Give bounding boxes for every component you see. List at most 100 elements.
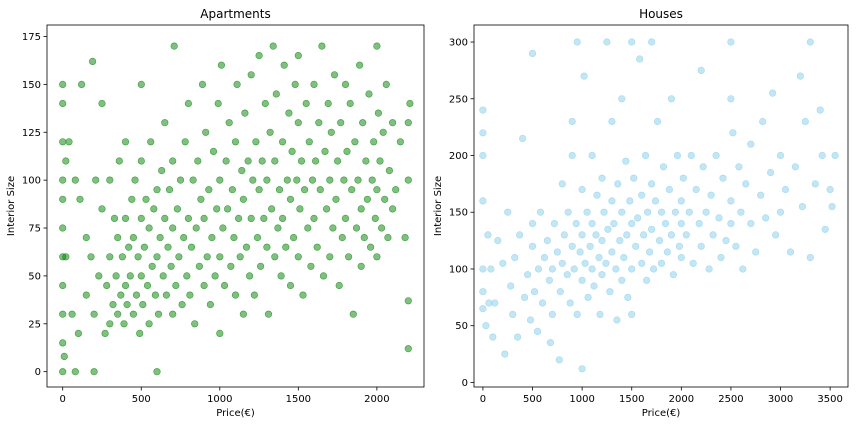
- houses-point: [806, 38, 814, 46]
- houses-ytick-label: 150: [449, 208, 468, 219]
- houses-point: [546, 339, 555, 347]
- apartments-point: [59, 281, 67, 290]
- apartments-point: [250, 291, 258, 299]
- apartments-xtick-label: 1000: [207, 394, 232, 405]
- houses-point: [555, 356, 563, 364]
- apartments-point: [76, 195, 84, 203]
- apartments-point: [118, 253, 126, 261]
- apartments-point: [304, 224, 312, 232]
- apartments-point: [288, 147, 296, 155]
- apartments-point: [59, 195, 67, 203]
- houses-point: [759, 117, 767, 126]
- apartments-point: [351, 138, 359, 146]
- apartments-point: [106, 253, 114, 261]
- houses-point: [618, 95, 626, 103]
- apartments-point: [189, 176, 197, 184]
- houses-point: [828, 203, 836, 211]
- apartments-point: [59, 176, 67, 184]
- apartments-point: [59, 368, 67, 376]
- apartments-point: [315, 119, 323, 127]
- apartments-point: [367, 243, 375, 251]
- apartments-point: [308, 176, 317, 184]
- apartments-point: [277, 272, 285, 280]
- houses-point: [632, 242, 640, 250]
- apartments-point: [59, 224, 67, 232]
- apartments-ytick-label: 75: [28, 224, 41, 235]
- houses-point: [583, 208, 591, 216]
- houses-point: [606, 288, 614, 296]
- apartments-point: [305, 138, 313, 146]
- apartments-point: [293, 176, 301, 184]
- houses-point: [604, 225, 612, 233]
- houses-point: [806, 254, 814, 262]
- apartments-point: [197, 195, 205, 203]
- houses-point: [667, 231, 676, 239]
- houses-point: [513, 333, 522, 341]
- apartments-point: [90, 310, 98, 318]
- apartments-point: [275, 186, 284, 194]
- apartments-point: [126, 272, 134, 280]
- apartments-point: [373, 253, 381, 261]
- apartments-point: [117, 291, 125, 299]
- houses-point: [608, 248, 616, 256]
- houses-point: [573, 310, 581, 319]
- apartments-point: [121, 138, 130, 146]
- apartments-point: [286, 195, 295, 203]
- apartments-point: [326, 253, 334, 261]
- houses-point: [636, 55, 644, 63]
- apartments-point: [211, 272, 219, 280]
- apartments-point: [165, 186, 174, 194]
- apartments-point: [271, 253, 279, 261]
- apartments-point: [181, 138, 189, 146]
- apartments-point: [156, 234, 164, 242]
- houses-point: [626, 197, 634, 205]
- apartments-point: [310, 214, 318, 222]
- houses-point: [588, 220, 596, 228]
- apartments-point: [132, 291, 141, 299]
- apartments-point: [401, 234, 409, 242]
- houses-point: [622, 157, 630, 165]
- apartments-point: [312, 157, 320, 165]
- houses-point: [614, 180, 622, 188]
- houses-point: [679, 174, 687, 182]
- apartments-point: [137, 214, 145, 222]
- houses-point: [757, 191, 765, 199]
- apartments-point: [74, 329, 82, 338]
- houses-point: [628, 310, 636, 319]
- houses-ylabel: Interior Size: [433, 176, 444, 236]
- houses-point: [702, 208, 710, 216]
- apartments-point: [341, 80, 350, 88]
- apartments-point: [371, 214, 379, 222]
- apartments-point: [114, 310, 122, 318]
- houses-point: [608, 197, 616, 205]
- houses-point: [653, 117, 662, 126]
- houses-point: [727, 220, 735, 228]
- apartments-point: [134, 253, 142, 261]
- houses-point: [634, 214, 642, 222]
- houses-point: [511, 254, 519, 262]
- apartments-point: [112, 272, 120, 280]
- apartments-point: [231, 291, 240, 299]
- houses-point: [613, 316, 621, 324]
- houses-point: [580, 72, 588, 80]
- houses-point: [581, 259, 589, 267]
- houses-point: [618, 208, 626, 216]
- houses-point: [534, 265, 543, 273]
- apartments-point: [194, 157, 202, 165]
- apartments-point: [59, 138, 67, 146]
- apartments-point: [209, 147, 218, 155]
- apartments-point: [368, 176, 376, 184]
- apartments-point: [404, 176, 412, 184]
- houses-point: [722, 237, 730, 245]
- apartments-point: [164, 243, 172, 251]
- houses-point: [526, 316, 535, 324]
- apartments-point: [82, 234, 90, 242]
- apartments-ylabel: Interior Size: [6, 176, 17, 236]
- apartments-point: [137, 80, 145, 88]
- houses-point: [752, 248, 760, 256]
- apartments-point: [404, 119, 412, 127]
- houses-point: [528, 49, 537, 58]
- houses-xtick-label: 500: [523, 394, 542, 405]
- apartments-point: [180, 234, 188, 242]
- apartments-point: [150, 205, 158, 213]
